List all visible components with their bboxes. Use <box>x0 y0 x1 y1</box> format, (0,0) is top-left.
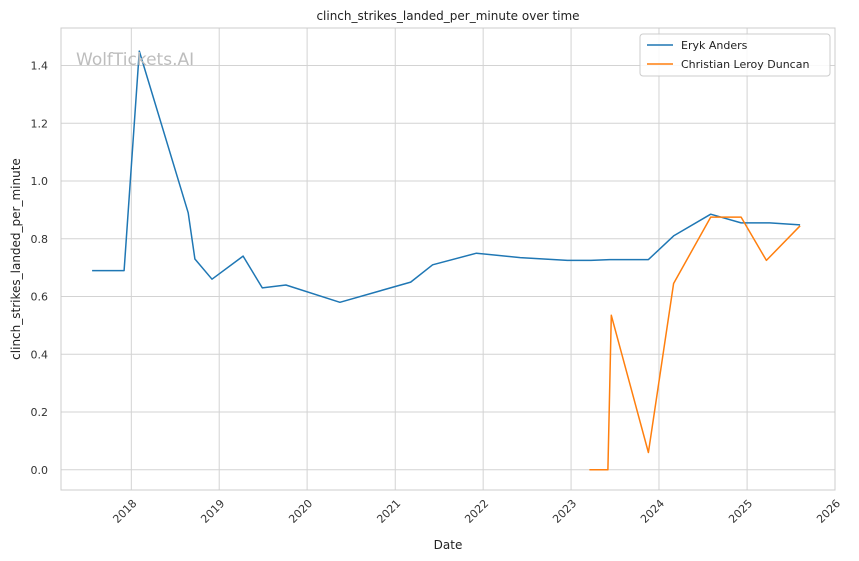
legend-label-1: Christian Leroy Duncan <box>681 58 809 71</box>
y-axis: 0.0 0.2 0.4 0.6 0.8 1.0 1.2 1.4 <box>31 60 49 477</box>
y-axis-title: clinch_strikes_landed_per_minute <box>9 158 23 360</box>
watermark: WolfTickets.AI <box>76 50 194 70</box>
series-line-1 <box>589 216 801 471</box>
x-axis-title: Date <box>434 538 463 552</box>
x-tick-label: 2019 <box>198 497 227 526</box>
legend-label-0: Eryk Anders <box>681 39 748 52</box>
y-tick-label: 0.6 <box>31 291 49 304</box>
y-tick-label: 1.2 <box>31 117 49 130</box>
x-tick-label: 2025 <box>726 497 755 526</box>
y-tick-label: 0.2 <box>31 406 49 419</box>
x-tick-label: 2023 <box>550 497 579 526</box>
chart-title: clinch_strikes_landed_per_minute over ti… <box>316 9 579 23</box>
y-tick-label: 1.0 <box>31 175 49 188</box>
y-tick-label: 0.0 <box>31 464 49 477</box>
x-tick-label: 2018 <box>110 497 139 526</box>
x-axis: 2018 2019 2020 2021 2022 2023 2024 2025 2026 <box>110 497 843 526</box>
plot-frame <box>60 27 836 491</box>
legend: Eryk Anders Christian Leroy Duncan <box>639 33 831 77</box>
series-line-0 <box>92 50 801 304</box>
x-tick-label: 2020 <box>286 497 315 526</box>
x-tick-label: 2021 <box>374 497 403 526</box>
y-tick-label: 0.4 <box>31 348 49 361</box>
x-tick-label: 2026 <box>814 497 843 526</box>
series-lines <box>92 50 801 471</box>
legend-box <box>639 33 831 77</box>
y-tick-label: 0.8 <box>31 233 49 246</box>
x-tick-label: 2022 <box>462 497 491 526</box>
y-tick-label: 1.4 <box>31 60 49 73</box>
x-tick-label: 2024 <box>638 497 667 526</box>
grid <box>61 28 836 490</box>
plot-background <box>61 28 835 490</box>
